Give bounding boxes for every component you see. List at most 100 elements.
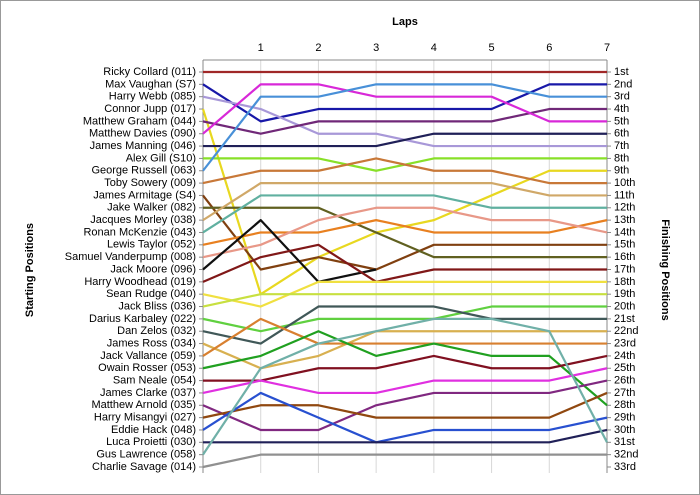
series-line — [202, 194, 607, 234]
y-tick-label: Max Vaughan (S7) — [105, 78, 196, 90]
series-line — [203, 428, 608, 444]
series-line — [202, 107, 607, 135]
series-line — [202, 367, 608, 395]
y-tick-label: Matthew Graham (044) — [83, 115, 196, 127]
y2-tick-label: 13th — [614, 214, 635, 226]
chart-title: Laps — [392, 16, 418, 28]
y-tick-label: Darius Karbaley (022) — [89, 313, 196, 325]
y-tick-label: Harry Woodhead (019) — [84, 276, 196, 288]
y-tick-label: Harry Misangyi (027) — [94, 412, 196, 424]
y2-tick-label: 22nd — [614, 325, 638, 337]
y-tick-label: Lewis Taylor (052) — [107, 239, 196, 251]
y-tick-label: James Ross (034) — [107, 337, 196, 349]
y-tick-label: Harry Webb (085) — [109, 91, 196, 103]
x-tick-label: 5 — [489, 42, 495, 54]
y-tick-label: James Clarke (037) — [100, 387, 196, 399]
y2-tick-label: 33rd — [614, 461, 636, 473]
y-tick-label: Samuel Vanderpump (008) — [65, 251, 196, 263]
series-line — [202, 305, 607, 345]
y2-tick-label: 31st — [614, 436, 635, 448]
y-tick-label: Jack Moore (096) — [110, 263, 196, 275]
y2-tick-label: 6th — [614, 128, 629, 140]
x-tick-label: 7 — [604, 42, 610, 54]
series-line — [202, 379, 608, 432]
series-line — [203, 132, 607, 148]
y-tick-label: Sam Neale (054) — [113, 375, 196, 387]
y-tick-label: Jack Bliss (036) — [118, 300, 196, 312]
y2-tick-label: 29th — [614, 412, 635, 424]
y2-tick-label: 25th — [614, 362, 635, 374]
series-line — [203, 206, 607, 259]
series-line — [202, 453, 607, 469]
series-line — [202, 330, 608, 407]
y-tick-label: Toby Sowery (009) — [104, 177, 196, 189]
y2-tick-label: 3rd — [614, 91, 630, 103]
x-tick-label: 2 — [315, 42, 321, 54]
y2-tick-label: 16th — [614, 251, 635, 263]
y2-tick-label: 32nd — [614, 449, 638, 461]
y2-tick-label: 5th — [614, 115, 629, 127]
y-tick-label: James Manning (046) — [90, 140, 196, 152]
series-line — [202, 83, 607, 135]
y-tick-label: Matthew Davies (090) — [89, 128, 196, 140]
x-tick-label: 6 — [546, 42, 552, 54]
y2-tick-label: 2nd — [614, 78, 632, 90]
x-tick-label: 4 — [431, 42, 437, 54]
series-line — [202, 206, 608, 259]
y2-tick-label: 26th — [614, 375, 635, 387]
y-tick-label: Jack Vallance (059) — [100, 350, 196, 362]
y2-tick-label: 27th — [614, 387, 635, 399]
y2-tick-label: 10th — [614, 177, 635, 189]
series-line — [202, 83, 607, 172]
y2-tick-label: 4th — [614, 103, 629, 115]
x-tick-label: 3 — [373, 42, 379, 54]
series-line — [202, 194, 607, 271]
series-line — [202, 181, 607, 222]
y-axis-title: Starting Positions — [24, 223, 36, 317]
y2-tick-label: 14th — [614, 226, 635, 238]
y2-tick-label: 7th — [614, 140, 629, 152]
y-tick-label: Alex Gill (S10) — [126, 152, 196, 164]
y-tick-label: Jacques Morley (038) — [90, 214, 196, 226]
y2-tick-label: 8th — [614, 152, 629, 164]
series-line — [202, 243, 607, 283]
series-line — [202, 219, 608, 246]
y2-tick-label: 28th — [614, 399, 635, 411]
y2-tick-label: 12th — [614, 202, 635, 214]
y-tick-label: George Russell (063) — [91, 165, 196, 177]
series-line — [202, 157, 607, 185]
y2-tick-label: 24th — [614, 350, 635, 362]
y-tick-label: Eddie Hack (048) — [111, 424, 196, 436]
y-tick-label: Dan Zelos (032) — [117, 325, 196, 337]
series-line — [202, 83, 607, 123]
y-tick-label: Ronan McKenzie (043) — [83, 226, 196, 238]
y-tick-label: Luca Proietti (030) — [106, 436, 196, 448]
y-tick-label: Matthew Arnold (035) — [91, 399, 196, 411]
y2-tick-label: 21st — [614, 313, 635, 325]
y-tick-label: Sean Rudge (040) — [106, 288, 196, 300]
y2-tick-label: 23rd — [614, 337, 636, 349]
y-tick-label: Charlie Savage (014) — [92, 461, 196, 473]
series-line — [202, 293, 607, 308]
y2-tick-label: 11th — [614, 189, 635, 201]
y-tick-label: Connor Jupp (017) — [104, 103, 196, 115]
y2-tick-label: 17th — [614, 263, 635, 275]
y-tick-label: Gus Lawrence (058) — [96, 449, 196, 461]
y2-tick-label: 1st — [614, 66, 629, 78]
y2-tick-label: 15th — [614, 239, 635, 251]
y2-tick-label: 20th — [614, 300, 635, 312]
series-line — [202, 305, 607, 333]
series-line — [202, 280, 607, 308]
series-line — [202, 317, 607, 357]
y-tick-label: Owain Rosser (053) — [98, 362, 196, 374]
series-line — [202, 391, 608, 419]
series-line — [202, 330, 607, 370]
y2-tick-label: 30th — [614, 424, 635, 436]
series-line — [203, 354, 608, 382]
y2-tick-label: 9th — [614, 165, 629, 177]
series-line — [202, 317, 608, 456]
x-tick-label: 1 — [258, 42, 264, 54]
y2-tick-label: 19th — [614, 288, 635, 300]
y2-tick-label: 18th — [614, 276, 635, 288]
